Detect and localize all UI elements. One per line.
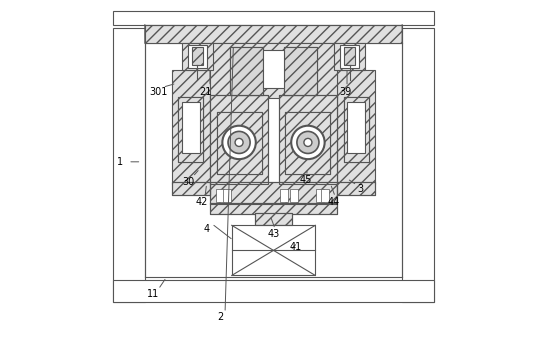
Bar (210, 203, 337, 214)
Circle shape (304, 139, 312, 147)
Text: 301: 301 (149, 87, 167, 97)
Text: 30: 30 (182, 177, 194, 187)
Bar (172, 182, 210, 195)
Bar (337, 182, 375, 195)
Bar (232, 225, 315, 275)
Bar (280, 189, 288, 202)
Bar (210, 182, 337, 204)
Bar (289, 189, 298, 202)
Text: 3: 3 (357, 184, 363, 193)
Bar (191, 47, 203, 65)
Text: 2: 2 (217, 312, 223, 322)
Bar (210, 43, 337, 98)
Bar (285, 112, 330, 174)
Bar (344, 97, 369, 162)
Bar (210, 95, 269, 184)
Bar (172, 70, 210, 184)
Bar (230, 47, 264, 95)
Bar (188, 45, 207, 68)
Bar (344, 97, 369, 162)
Bar (283, 47, 317, 95)
Text: 43: 43 (267, 229, 280, 239)
Bar (347, 102, 365, 153)
Bar (402, 28, 434, 302)
Bar (337, 70, 375, 184)
Bar (182, 43, 213, 70)
Text: 44: 44 (328, 197, 340, 207)
Bar (283, 47, 317, 95)
Bar (264, 50, 283, 88)
Circle shape (235, 139, 243, 147)
Bar (210, 203, 337, 214)
Bar (217, 112, 262, 174)
Circle shape (228, 131, 250, 153)
Circle shape (297, 131, 319, 153)
Circle shape (223, 126, 256, 159)
Bar (172, 182, 210, 195)
Bar (278, 95, 337, 184)
Bar (255, 213, 292, 225)
Bar (334, 43, 365, 70)
Bar (113, 11, 434, 25)
Text: 4: 4 (203, 224, 210, 234)
Bar (217, 112, 262, 174)
Text: 21: 21 (199, 87, 211, 97)
Bar (344, 47, 356, 65)
Circle shape (291, 126, 324, 159)
Text: 42: 42 (195, 197, 208, 207)
Text: 11: 11 (147, 289, 159, 299)
Bar (255, 213, 292, 225)
Bar (210, 182, 337, 204)
Bar (210, 95, 269, 184)
Text: 39: 39 (339, 87, 352, 97)
Bar (316, 189, 324, 202)
Text: 1: 1 (118, 157, 124, 167)
Bar (321, 189, 329, 202)
Bar (145, 25, 402, 43)
Bar (182, 102, 200, 153)
Bar (223, 189, 231, 202)
Bar (340, 45, 359, 68)
Bar (278, 95, 337, 184)
Bar (113, 28, 145, 302)
Bar (216, 189, 224, 202)
Bar (337, 182, 375, 195)
Bar (113, 280, 434, 302)
Text: 41: 41 (289, 242, 301, 252)
Bar (230, 47, 264, 95)
Bar (178, 97, 203, 162)
Bar (285, 112, 330, 174)
Text: 45: 45 (299, 175, 311, 185)
Bar (178, 97, 203, 162)
